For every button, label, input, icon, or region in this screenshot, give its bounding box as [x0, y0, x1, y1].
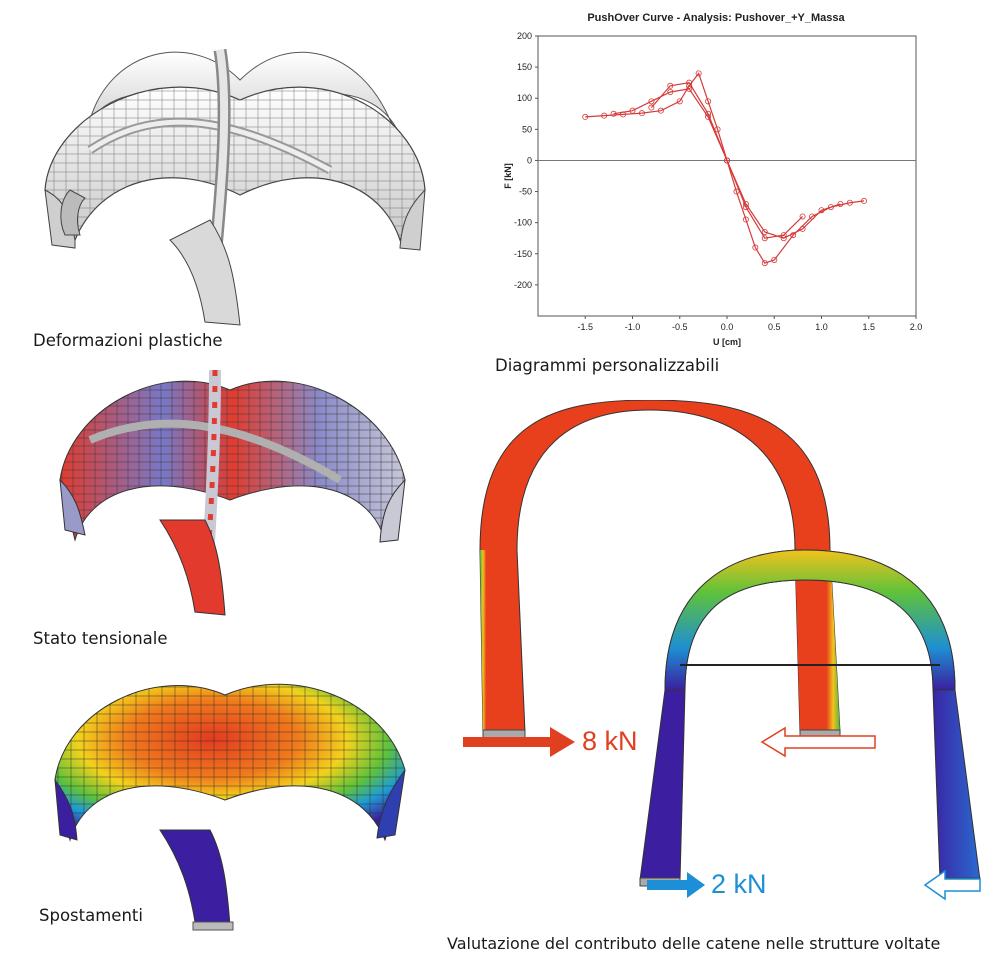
x-tick-label: 1.0 [815, 322, 828, 332]
data-point [761, 228, 768, 235]
caption-displacements: Spostamenti [39, 906, 143, 925]
data-point [742, 216, 749, 223]
data-point [686, 79, 693, 86]
data-point [629, 107, 636, 114]
data-point [648, 98, 655, 105]
y-tick-label: 200 [517, 31, 532, 41]
caption-plastic-deformations: Deformazioni plastiche [33, 331, 223, 350]
force-arrow-left-solid [463, 727, 575, 757]
x-tick-label: 0.0 [721, 322, 734, 332]
x-tick-label: -1.0 [625, 322, 641, 332]
data-point [846, 199, 853, 206]
y-tick-label: -100 [514, 218, 532, 228]
data-point [761, 235, 768, 242]
arch-without-tie [479, 399, 841, 739]
data-point [657, 107, 664, 114]
data-point [610, 110, 617, 117]
y-tick-label: -150 [514, 249, 532, 259]
data-point [780, 232, 787, 239]
data-point [705, 110, 712, 117]
force-arrow-right-outline [923, 869, 981, 901]
data-point [837, 200, 844, 207]
y-tick-label: -50 [519, 187, 532, 197]
data-point [761, 260, 768, 267]
data-point [818, 207, 825, 214]
x-tick-label: 2.0 [910, 322, 923, 332]
caption-stress-state: Stato tensionale [33, 629, 168, 648]
force-arrow-right-solid [647, 872, 705, 898]
vault-stress-state-image [40, 350, 420, 625]
y-tick-label: 0 [527, 155, 532, 165]
caption-tie-evaluation: Valutazione del contributo delle catene … [447, 934, 941, 953]
series-line-3 [650, 82, 804, 239]
data-point [648, 104, 655, 111]
data-point [705, 98, 712, 105]
caption-custom-diagrams: Diagrammi personalizzabili [495, 356, 720, 375]
data-point [861, 197, 868, 204]
data-point [582, 113, 589, 120]
y-axis-ticks: 200 150 100 50 0 -50 -100 -150 -200 [514, 31, 538, 290]
data-point [723, 157, 730, 164]
force-arrow-left-outline [760, 726, 876, 758]
force-label-2kn: 2 kN [711, 869, 767, 899]
x-axis-ticks: -1.5 -1.0 -0.5 0.0 0.5 1.0 1.5 2.0 [577, 316, 922, 332]
data-point [799, 225, 806, 232]
data-point [827, 204, 834, 211]
y-tick-label: -200 [514, 280, 532, 290]
pushover-chart: PushOver Curve - Analysis: Pushover_+Y_M… [498, 6, 928, 354]
chart-xlabel: U [cm] [713, 337, 741, 347]
chart-series [582, 70, 868, 267]
x-tick-label: -1.5 [577, 322, 593, 332]
data-point [742, 204, 749, 211]
x-tick-label: -0.5 [672, 322, 688, 332]
x-tick-label: 1.5 [862, 322, 875, 332]
chart-plot-frame [537, 35, 917, 317]
data-point [799, 213, 806, 220]
data-point [752, 244, 759, 251]
data-point [676, 98, 683, 105]
vault-plastic-deformation-image [30, 10, 440, 330]
data-point [667, 89, 674, 96]
force-label-8kn: 8 kN [582, 726, 638, 756]
data-point [695, 70, 702, 77]
y-tick-label: 150 [517, 62, 532, 72]
data-point [667, 82, 674, 89]
chart-ylabel: F [kN] [503, 163, 513, 189]
vault-displacement-image [45, 660, 425, 935]
x-tick-label: 0.5 [768, 322, 781, 332]
data-point [686, 85, 693, 92]
y-tick-label: 100 [517, 93, 532, 103]
data-point [638, 110, 645, 117]
tie-arches-diagram [455, 399, 1000, 910]
y-tick-label: 50 [522, 124, 532, 134]
chart-title: PushOver Curve - Analysis: Pushover_+Y_M… [587, 12, 845, 24]
data-point [601, 112, 608, 119]
data-point [771, 256, 778, 263]
